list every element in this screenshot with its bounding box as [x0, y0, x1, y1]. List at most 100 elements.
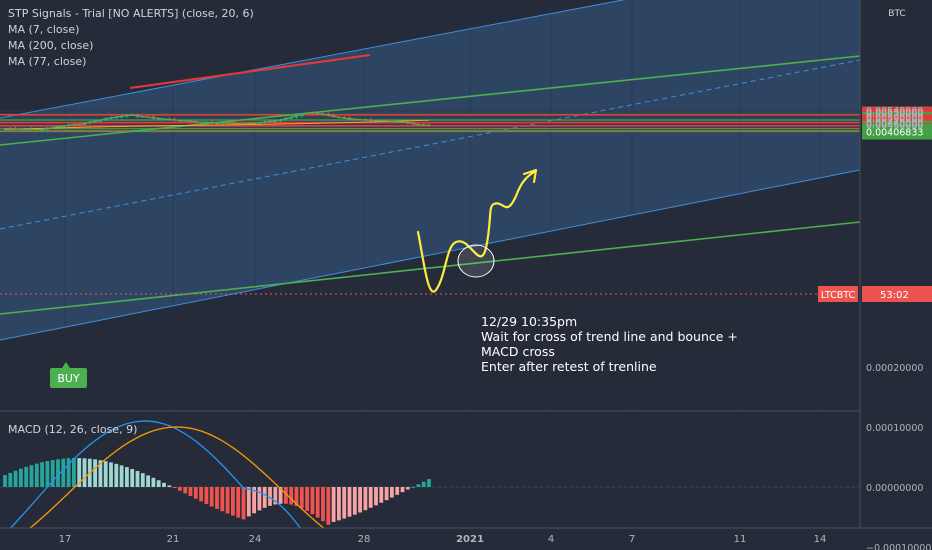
regression-channel	[0, 0, 860, 340]
macd-bar	[379, 487, 384, 503]
macd-bar	[299, 487, 304, 509]
macd-bar	[268, 487, 272, 506]
note-timestamp: 12/29 10:35pm	[481, 314, 578, 329]
macd-tick-label: 0.00020000	[866, 363, 923, 374]
macd-bar	[140, 473, 145, 487]
legend-stp-signals[interactable]: STP Signals - Trial [NO ALERTS] (close, …	[8, 7, 254, 20]
macd-bar	[109, 462, 113, 487]
candle-body	[326, 113, 331, 116]
macd-bar	[125, 467, 129, 487]
macd-bar	[289, 487, 294, 505]
macd-bar	[411, 486, 415, 488]
macd-bar	[172, 487, 177, 489]
red-resistance-trendline	[129, 54, 371, 89]
price-tick-label: 0.00520000	[866, 109, 923, 120]
green-trendline-lower	[0, 221, 860, 315]
macd-bar	[199, 487, 203, 502]
macd-bar	[162, 482, 166, 487]
currency-label: BTC	[888, 9, 905, 19]
trade-note: 12/29 10:35pm Wait for cross of trend li…	[481, 314, 738, 374]
macd-bar	[400, 487, 405, 493]
macd-bar	[225, 487, 230, 514]
price-tick-label: 0.00470000	[866, 117, 923, 128]
macd-bar	[427, 479, 431, 487]
projection-drawing	[416, 168, 538, 293]
macd-bar	[40, 462, 44, 487]
macd-bar	[246, 487, 251, 517]
time-tick-label: 28	[358, 534, 371, 545]
macd-axis[interactable]: 0.00020000 0.00010000 0.00000000 −0.0001000…	[866, 363, 931, 550]
macd-bar	[273, 487, 278, 505]
note-line-4: Enter after retest of trenline	[481, 359, 657, 374]
macd-bar	[262, 487, 267, 508]
time-tick-label: 2021	[456, 534, 484, 545]
signal-line	[29, 426, 325, 528]
macd-bar	[284, 487, 288, 504]
buy-label: BUY	[57, 372, 80, 385]
candle-body	[114, 117, 119, 119]
level-label: 0.00406833	[866, 128, 923, 139]
candle-body	[273, 121, 278, 123]
macd-bar	[146, 475, 150, 487]
macd-bar	[390, 487, 394, 498]
horizontal-levels	[0, 113, 860, 133]
symbol-name: LTCBTC	[821, 290, 856, 301]
level-tag	[862, 123, 932, 140]
macd-bar	[363, 487, 368, 511]
macd-bar	[315, 487, 320, 518]
macd-bar	[395, 487, 400, 495]
macd-bar	[220, 487, 225, 512]
macd-bar	[34, 463, 39, 487]
macd-bar	[61, 458, 66, 487]
macd-bar	[130, 468, 135, 487]
macd-pane[interactable]	[0, 367, 860, 550]
time-axis[interactable]: 17 21 24 28 2021 4 7 11 14	[59, 534, 827, 545]
legend-ma77[interactable]: MA (77, close)	[8, 55, 87, 68]
macd-bar	[56, 459, 60, 487]
price-pane[interactable]: BUY	[0, 0, 860, 528]
candle-body	[289, 117, 293, 119]
macd-bar	[24, 466, 29, 487]
macd-bar	[50, 460, 55, 487]
channel-lower-line	[0, 169, 860, 341]
price-tick-label: 0.00540000	[866, 106, 923, 117]
price-tick-label: 0.00530000	[866, 108, 923, 119]
macd-bar	[310, 487, 315, 515]
candle-body	[77, 124, 81, 126]
retest-circle	[457, 244, 495, 278]
legend-ma7[interactable]: MA (7, close)	[8, 23, 80, 36]
price-tick-label: 0.00460000	[866, 119, 923, 130]
price-tick-label: 0.00490000	[866, 114, 923, 125]
macd-bar	[29, 465, 34, 487]
macd-bar	[352, 487, 357, 515]
time-tick-label: 24	[249, 534, 262, 545]
channel-median-line	[0, 59, 860, 230]
macd-tick-label: −0.00010000	[866, 543, 931, 550]
time-tick-label: 14	[814, 534, 827, 545]
legend-macd[interactable]: MACD (12, 26, close, 9)	[8, 423, 138, 436]
candle-body	[310, 112, 315, 114]
macd-bar	[19, 468, 23, 487]
symbol-price-tag: LTCBTC 53:02	[818, 286, 932, 302]
macd-bar	[215, 487, 219, 509]
time-tick-label: 17	[59, 534, 72, 545]
candle-body	[374, 120, 378, 122]
price-tick-label: 0.00500000	[866, 113, 923, 124]
candle-body	[252, 123, 256, 125]
time-tick-label: 21	[167, 534, 180, 545]
macd-bar	[93, 459, 97, 487]
macd-bar	[231, 487, 235, 516]
candle-body	[98, 120, 103, 122]
legend-ma200[interactable]: MA (200, close)	[8, 39, 94, 52]
macd-bar	[72, 458, 76, 487]
macd-bar	[236, 487, 241, 518]
macd-bar	[8, 472, 13, 487]
candle-body	[300, 113, 304, 117]
macd-tick-label: 0.00010000	[866, 423, 923, 434]
macd-bar	[337, 487, 341, 521]
macd-bar	[405, 487, 410, 490]
price-tick-label: 0.00450000	[866, 121, 923, 132]
time-tick-label: 11	[734, 534, 747, 545]
price-axis[interactable]: 0.005128980.005108410.004786470.00462974…	[862, 106, 932, 140]
